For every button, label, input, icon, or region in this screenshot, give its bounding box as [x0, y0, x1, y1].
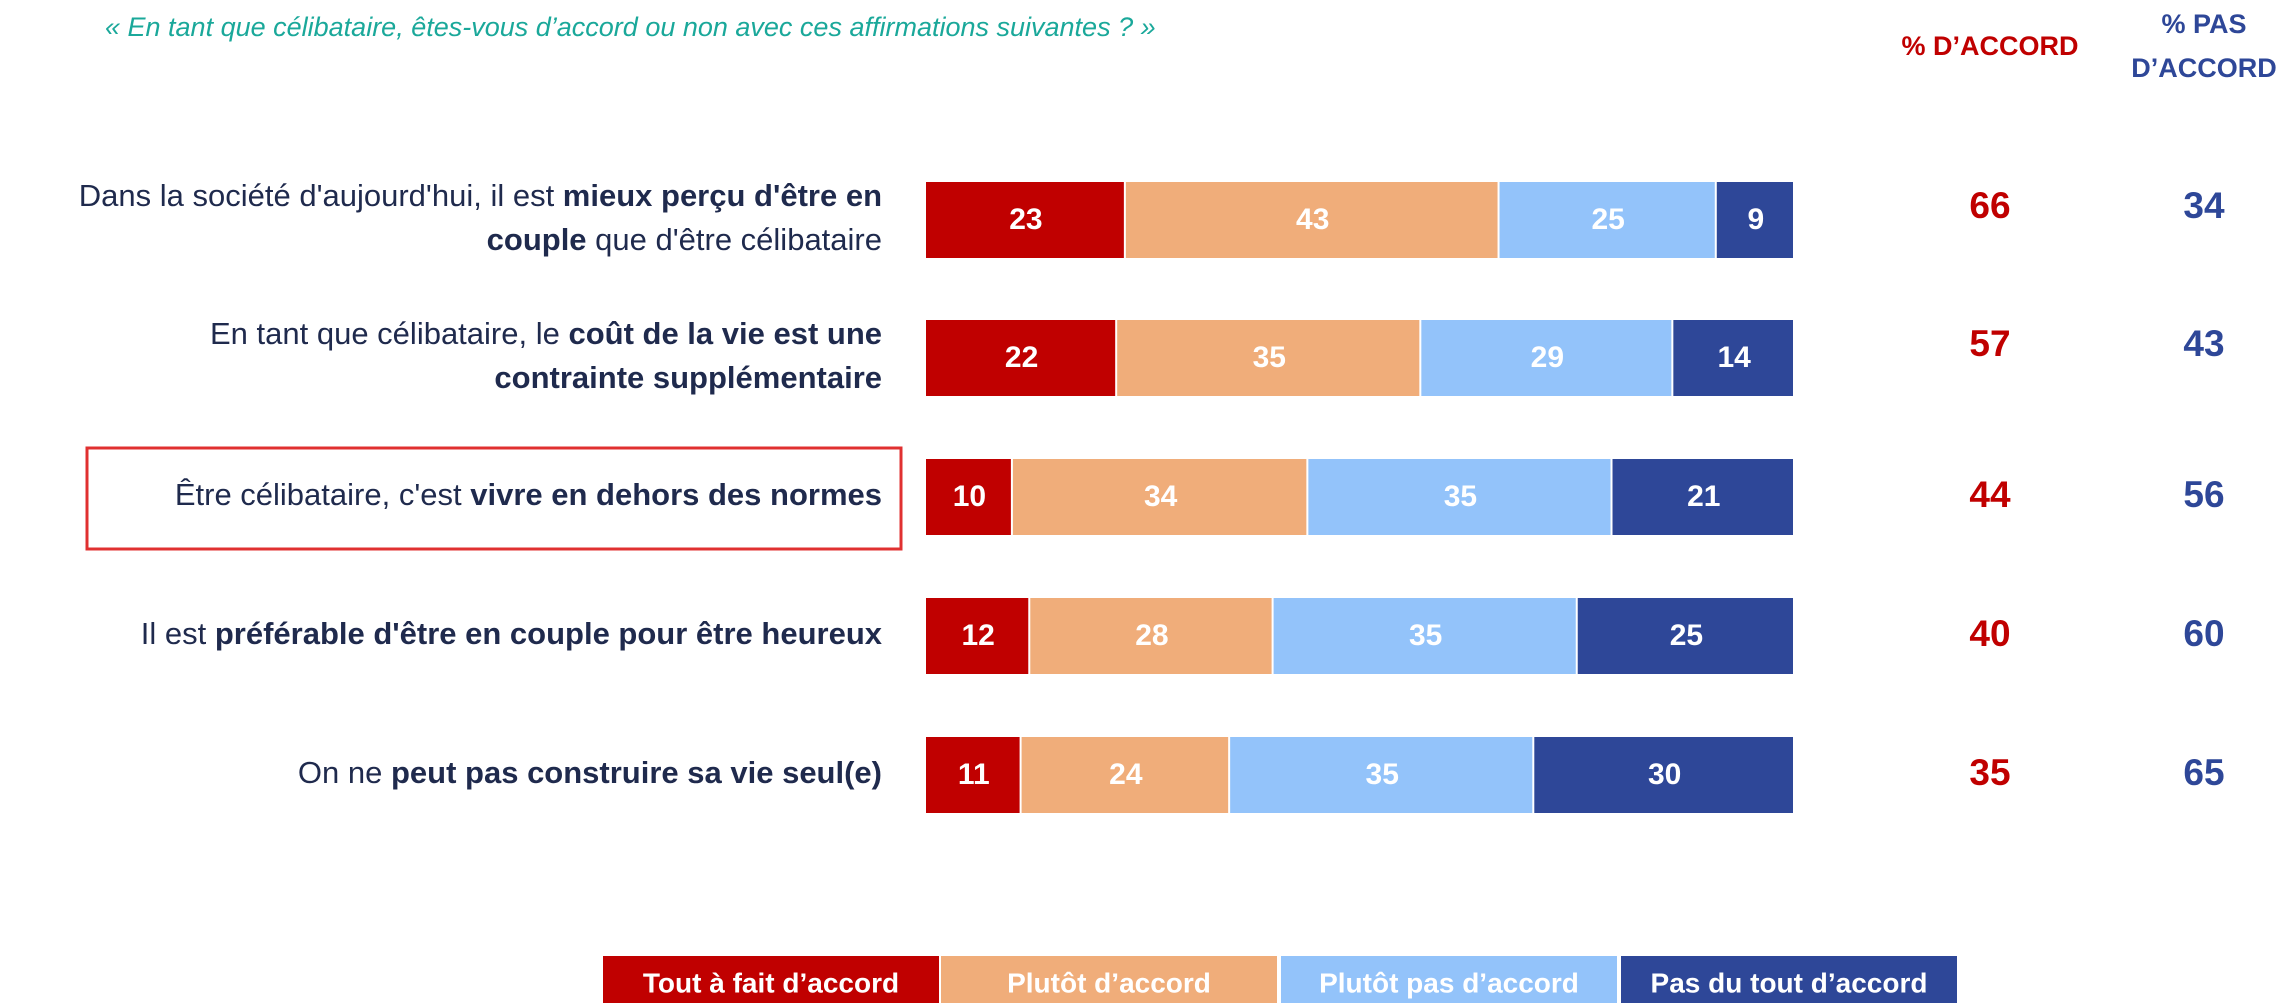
- total-value: 43: [2183, 323, 2224, 364]
- total-value: 60: [2183, 613, 2224, 654]
- column-header: % PAS: [2161, 9, 2246, 39]
- value-label: 28: [1135, 619, 1168, 652]
- total-value: 40: [1969, 613, 2010, 654]
- legend-label: Plutôt pas d’accord: [1319, 967, 1579, 998]
- category-label: Être célibataire, c'est vivre en dehors …: [175, 477, 882, 512]
- value-label: 22: [1005, 341, 1038, 374]
- value-label: 35: [1444, 480, 1477, 513]
- total-value: 66: [1969, 185, 2010, 226]
- value-label: 35: [1409, 619, 1442, 652]
- column-header: D’ACCORD: [2131, 53, 2277, 83]
- value-label: 14: [1717, 341, 1751, 374]
- bar-segment: [1421, 320, 1672, 396]
- legend-swatch: [941, 956, 1277, 1003]
- category-label: contrainte supplémentaire: [494, 360, 882, 395]
- value-label: 24: [1109, 758, 1143, 791]
- bar-segment: [1716, 182, 1793, 258]
- total-value: 65: [2183, 752, 2224, 793]
- bar-segment: [1577, 598, 1793, 674]
- subtitle: « En tant que célibataire, êtes-vous d’a…: [105, 12, 1156, 42]
- label-part: couple: [487, 222, 587, 257]
- legend-label: Plutôt d’accord: [1007, 967, 1211, 998]
- bar-segment: [1534, 737, 1793, 813]
- label-part: que d'être célibataire: [587, 222, 882, 257]
- value-label: 30: [1648, 758, 1681, 791]
- value-label: 11: [958, 758, 990, 791]
- label-part: mieux perçu d'être en: [563, 178, 882, 213]
- bar-segment: [1612, 459, 1793, 535]
- label-part: contrainte supplémentaire: [494, 360, 882, 395]
- bar-segment: [1117, 320, 1420, 396]
- bar-segment: [1012, 459, 1307, 535]
- value-label: 23: [1009, 203, 1042, 236]
- total-value: 44: [1969, 474, 2011, 515]
- legend-label: Tout à fait d’accord: [643, 967, 899, 998]
- category-label: Il est préférable d'être en couple pour …: [141, 616, 883, 651]
- label-part: Dans la société d'aujourd'hui, il est: [79, 178, 563, 213]
- label-part: On ne: [298, 755, 391, 790]
- total-value: 34: [2183, 185, 2225, 226]
- bar-segment: [1230, 737, 1533, 813]
- label-part: peut pas construire sa vie seul(e): [391, 755, 882, 790]
- bar-segment: [1673, 320, 1793, 396]
- category-label: Dans la société d'aujourd'hui, il est mi…: [79, 178, 882, 213]
- category-label: couple que d'être célibataire: [487, 222, 882, 257]
- bar-segment: [1021, 737, 1229, 813]
- value-label: 12: [961, 619, 994, 652]
- value-label: 35: [1366, 758, 1399, 791]
- bar-segment: [1125, 182, 1498, 258]
- label-part: Être célibataire, c'est: [175, 477, 470, 512]
- label-part: En tant que célibataire, le: [210, 316, 568, 351]
- bar-segment: [926, 182, 1124, 258]
- legend-swatch: [1621, 956, 1957, 1003]
- bar-segment: [926, 320, 1116, 396]
- label-part: préférable d'être en couple pour être he…: [215, 616, 883, 651]
- legend-label: Pas du tout d’accord: [1651, 967, 1928, 998]
- category-label: En tant que célibataire, le coût de la v…: [210, 316, 882, 351]
- legend-swatch: [603, 956, 939, 1003]
- bar-segment: [926, 737, 1020, 813]
- label-part: coût de la vie est une: [568, 316, 882, 351]
- label-part: Il est: [141, 616, 215, 651]
- value-label: 25: [1670, 619, 1703, 652]
- bar-segment: [926, 459, 1011, 535]
- value-label: 29: [1531, 341, 1564, 374]
- bar-segment: [926, 598, 1029, 674]
- label-part: vivre en dehors des normes: [470, 477, 882, 512]
- bar-segment: [1030, 598, 1272, 674]
- legend-swatch: [1281, 956, 1617, 1003]
- value-label: 10: [953, 480, 986, 513]
- column-header: % D’ACCORD: [1901, 31, 2078, 61]
- value-label: 34: [1144, 480, 1178, 513]
- value-label: 35: [1253, 341, 1286, 374]
- total-value: 57: [1969, 323, 2010, 364]
- value-label: 21: [1687, 480, 1720, 513]
- value-label: 43: [1296, 203, 1329, 236]
- value-label: 9: [1748, 203, 1765, 236]
- bar-segment: [1499, 182, 1715, 258]
- category-label: On ne peut pas construire sa vie seul(e): [298, 755, 882, 790]
- bar-segment: [1308, 459, 1611, 535]
- highlight-box: [85, 446, 903, 551]
- bar-segment: [1273, 598, 1576, 674]
- value-label: 25: [1591, 203, 1624, 236]
- total-value: 35: [1969, 752, 2010, 793]
- total-value: 56: [2183, 474, 2224, 515]
